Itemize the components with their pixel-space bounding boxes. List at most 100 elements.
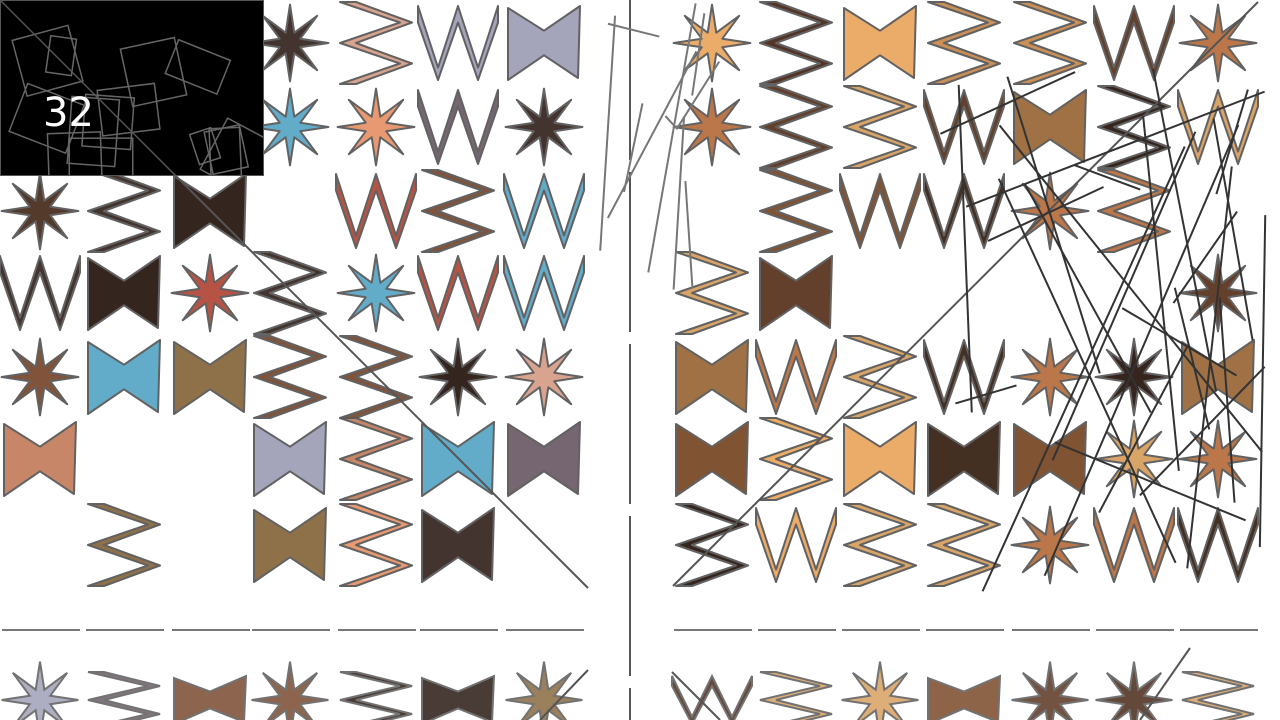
overlay-line: [965, 90, 1265, 208]
left-tile: [253, 251, 327, 335]
left-tile: [335, 173, 417, 249]
overlay-line: [1142, 116, 1180, 471]
left-tile: [417, 5, 499, 81]
right-tile: [843, 335, 917, 419]
right-tile: [675, 421, 749, 497]
right-tile: [675, 251, 749, 335]
counter-label: 32: [43, 90, 94, 136]
overlay-line: [957, 84, 973, 413]
overlay-line: [997, 178, 1177, 564]
right-tile: [759, 255, 833, 331]
right-tile: [675, 339, 749, 415]
overlay-line: [1212, 118, 1254, 341]
left-tile: [0, 255, 81, 331]
overlay-line: [1051, 131, 1197, 461]
right-tile: [1177, 89, 1259, 165]
left-tile-bottom: [87, 671, 161, 720]
right-tile: [675, 503, 749, 587]
right-tile: [1094, 337, 1174, 417]
overlay-line: [1172, 210, 1238, 304]
left-tile: [170, 253, 250, 333]
left-tile: [507, 421, 581, 497]
panel-rect: [8, 82, 86, 155]
right-tile: [759, 85, 833, 169]
right-tile: [759, 169, 833, 253]
left-tile: [503, 173, 585, 249]
left-tile-bottom: [505, 661, 583, 720]
right-tile: [672, 3, 752, 83]
overlay-line: [987, 186, 1104, 242]
right-tile: [843, 85, 917, 169]
right-tile: [1177, 507, 1259, 583]
right-tile: [755, 507, 837, 583]
right-tile: [1093, 5, 1175, 81]
diagonal-line: [169, 169, 589, 589]
panel-rect: [164, 38, 232, 96]
overlay-line: [599, 15, 617, 251]
right-tile: [755, 339, 837, 415]
overlay-line: [1152, 68, 1218, 392]
overlay-line: [1173, 287, 1211, 430]
left-tile: [3, 421, 77, 497]
overlay-line: [623, 103, 644, 193]
left-tile: [87, 169, 161, 253]
panel-rect: [11, 24, 84, 98]
left-tile-bottom: [173, 674, 248, 720]
right-tile: [927, 503, 1001, 587]
overlay-line: [691, 13, 706, 96]
right-tile: [672, 87, 752, 167]
left-tile: [504, 87, 584, 167]
left-tile-bottom: [339, 671, 413, 720]
overlay-line: [1121, 307, 1238, 377]
diagonal-line: [672, 1, 1259, 587]
overlay-line: [647, 3, 697, 273]
overlay-line: [998, 124, 1263, 453]
left-tile: [421, 507, 495, 583]
overlay-line: [1098, 345, 1189, 514]
left-tile: [339, 417, 413, 501]
right-tile: [843, 503, 917, 587]
left-tile: [253, 335, 327, 419]
diagonal-line: [671, 671, 721, 720]
right-tile: [927, 1, 1001, 85]
overlay-line: [955, 384, 1017, 405]
panel-rect: [81, 93, 136, 151]
left-tile: [504, 337, 584, 417]
right-tile: [1093, 507, 1175, 583]
overlay-line: [981, 146, 1186, 592]
counter-panel: 32: [0, 0, 264, 176]
left-tile: [0, 171, 80, 251]
diagonal-line: [1139, 647, 1191, 720]
left-tile: [417, 89, 499, 165]
right-tile: [1097, 85, 1171, 169]
right-tile-bottom: [759, 671, 833, 720]
overlay-line: [684, 180, 694, 289]
left-tile: [253, 421, 327, 497]
panel-rect: [208, 126, 243, 175]
right-tile-bottom: [927, 674, 1002, 720]
right-tile: [1013, 421, 1087, 497]
left-tile: [87, 255, 161, 331]
overlay-line: [664, 115, 679, 131]
overlay-line: [607, 22, 660, 38]
right-tile: [1181, 339, 1255, 415]
right-tile: [759, 1, 833, 85]
right-tile-bottom: [1011, 661, 1089, 720]
overlay-line: [1006, 76, 1101, 374]
left-tile: [336, 87, 416, 167]
right-tile: [839, 173, 921, 249]
right-tile: [843, 5, 917, 81]
panel-rect: [66, 95, 121, 168]
panel-rect: [44, 34, 78, 77]
right-tile: [1010, 505, 1090, 585]
panel-line-art: [1, 1, 263, 175]
left-tile: [339, 1, 413, 85]
left-tile: [417, 255, 499, 331]
left-tile-bottom: [421, 674, 496, 720]
overlay-line: [1218, 297, 1236, 503]
overlay-line: [676, 61, 721, 129]
left-tile: [336, 253, 416, 333]
right-tile: [843, 421, 917, 497]
right-tile-bottom: [671, 673, 753, 720]
